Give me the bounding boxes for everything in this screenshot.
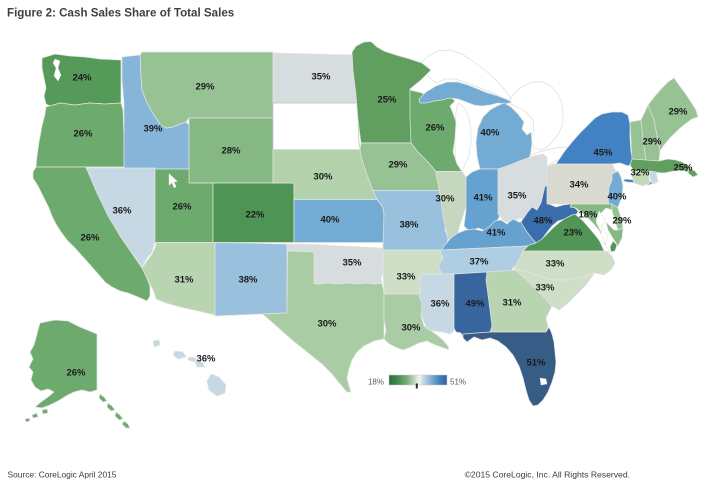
svg-text:18%: 18% bbox=[578, 210, 598, 221]
svg-text:©2015 CoreLogic, Inc. All Righ: ©2015 CoreLogic, Inc. All Rights Reserve… bbox=[465, 470, 630, 480]
svg-text:33%: 33% bbox=[396, 272, 416, 283]
svg-text:30%: 30% bbox=[317, 319, 337, 330]
svg-text:35%: 35% bbox=[342, 258, 362, 269]
svg-text:35%: 35% bbox=[507, 191, 527, 202]
svg-text:26%: 26% bbox=[66, 368, 86, 379]
svg-text:23%: 23% bbox=[563, 228, 583, 239]
svg-text:22%: 22% bbox=[245, 210, 265, 221]
svg-text:33%: 33% bbox=[545, 259, 565, 270]
svg-text:38%: 38% bbox=[238, 275, 258, 286]
svg-text:41%: 41% bbox=[473, 193, 493, 204]
svg-text:41%: 41% bbox=[486, 228, 506, 239]
svg-text:26%: 26% bbox=[172, 202, 192, 213]
svg-text:29%: 29% bbox=[195, 82, 215, 93]
svg-text:37%: 37% bbox=[469, 257, 489, 268]
svg-text:30%: 30% bbox=[401, 323, 421, 334]
svg-text:45%: 45% bbox=[593, 148, 613, 159]
svg-text:Source: CoreLogic April 2015: Source: CoreLogic April 2015 bbox=[8, 470, 117, 480]
svg-text:24%: 24% bbox=[72, 73, 92, 84]
svg-text:36%: 36% bbox=[430, 299, 450, 310]
svg-text:40%: 40% bbox=[320, 215, 340, 226]
svg-text:34%: 34% bbox=[569, 180, 589, 191]
svg-text:29%: 29% bbox=[612, 216, 632, 227]
svg-text:49%: 49% bbox=[465, 299, 485, 310]
svg-text:51%: 51% bbox=[526, 358, 546, 369]
svg-text:26%: 26% bbox=[73, 129, 93, 140]
svg-text:26%: 26% bbox=[425, 123, 445, 134]
svg-text:Figure 2: Cash Sales Share of: Figure 2: Cash Sales Share of Total Sale… bbox=[7, 7, 234, 20]
svg-text:35%: 35% bbox=[311, 72, 331, 83]
svg-text:33%: 33% bbox=[535, 283, 555, 294]
svg-text:25%: 25% bbox=[673, 163, 693, 174]
svg-text:31%: 31% bbox=[174, 275, 194, 286]
svg-text:36%: 36% bbox=[196, 354, 216, 365]
svg-text:40%: 40% bbox=[480, 128, 500, 139]
svg-text:36%: 36% bbox=[112, 206, 132, 217]
svg-text:48%: 48% bbox=[533, 216, 553, 227]
svg-text:28%: 28% bbox=[221, 146, 241, 157]
svg-text:31%: 31% bbox=[502, 298, 522, 309]
svg-text:38%: 38% bbox=[399, 220, 419, 231]
svg-text:30%: 30% bbox=[313, 172, 333, 183]
svg-text:29%: 29% bbox=[388, 160, 408, 171]
svg-text:29%: 29% bbox=[668, 107, 688, 118]
svg-text:25%: 25% bbox=[377, 95, 397, 106]
svg-text:18%: 18% bbox=[368, 378, 384, 387]
svg-text:26%: 26% bbox=[80, 233, 100, 244]
svg-text:39%: 39% bbox=[143, 124, 163, 135]
svg-text:40%: 40% bbox=[607, 192, 627, 203]
svg-text:30%: 30% bbox=[435, 194, 455, 205]
svg-text:51%: 51% bbox=[450, 378, 466, 387]
svg-text:32%: 32% bbox=[630, 168, 650, 179]
svg-text:29%: 29% bbox=[642, 137, 662, 148]
